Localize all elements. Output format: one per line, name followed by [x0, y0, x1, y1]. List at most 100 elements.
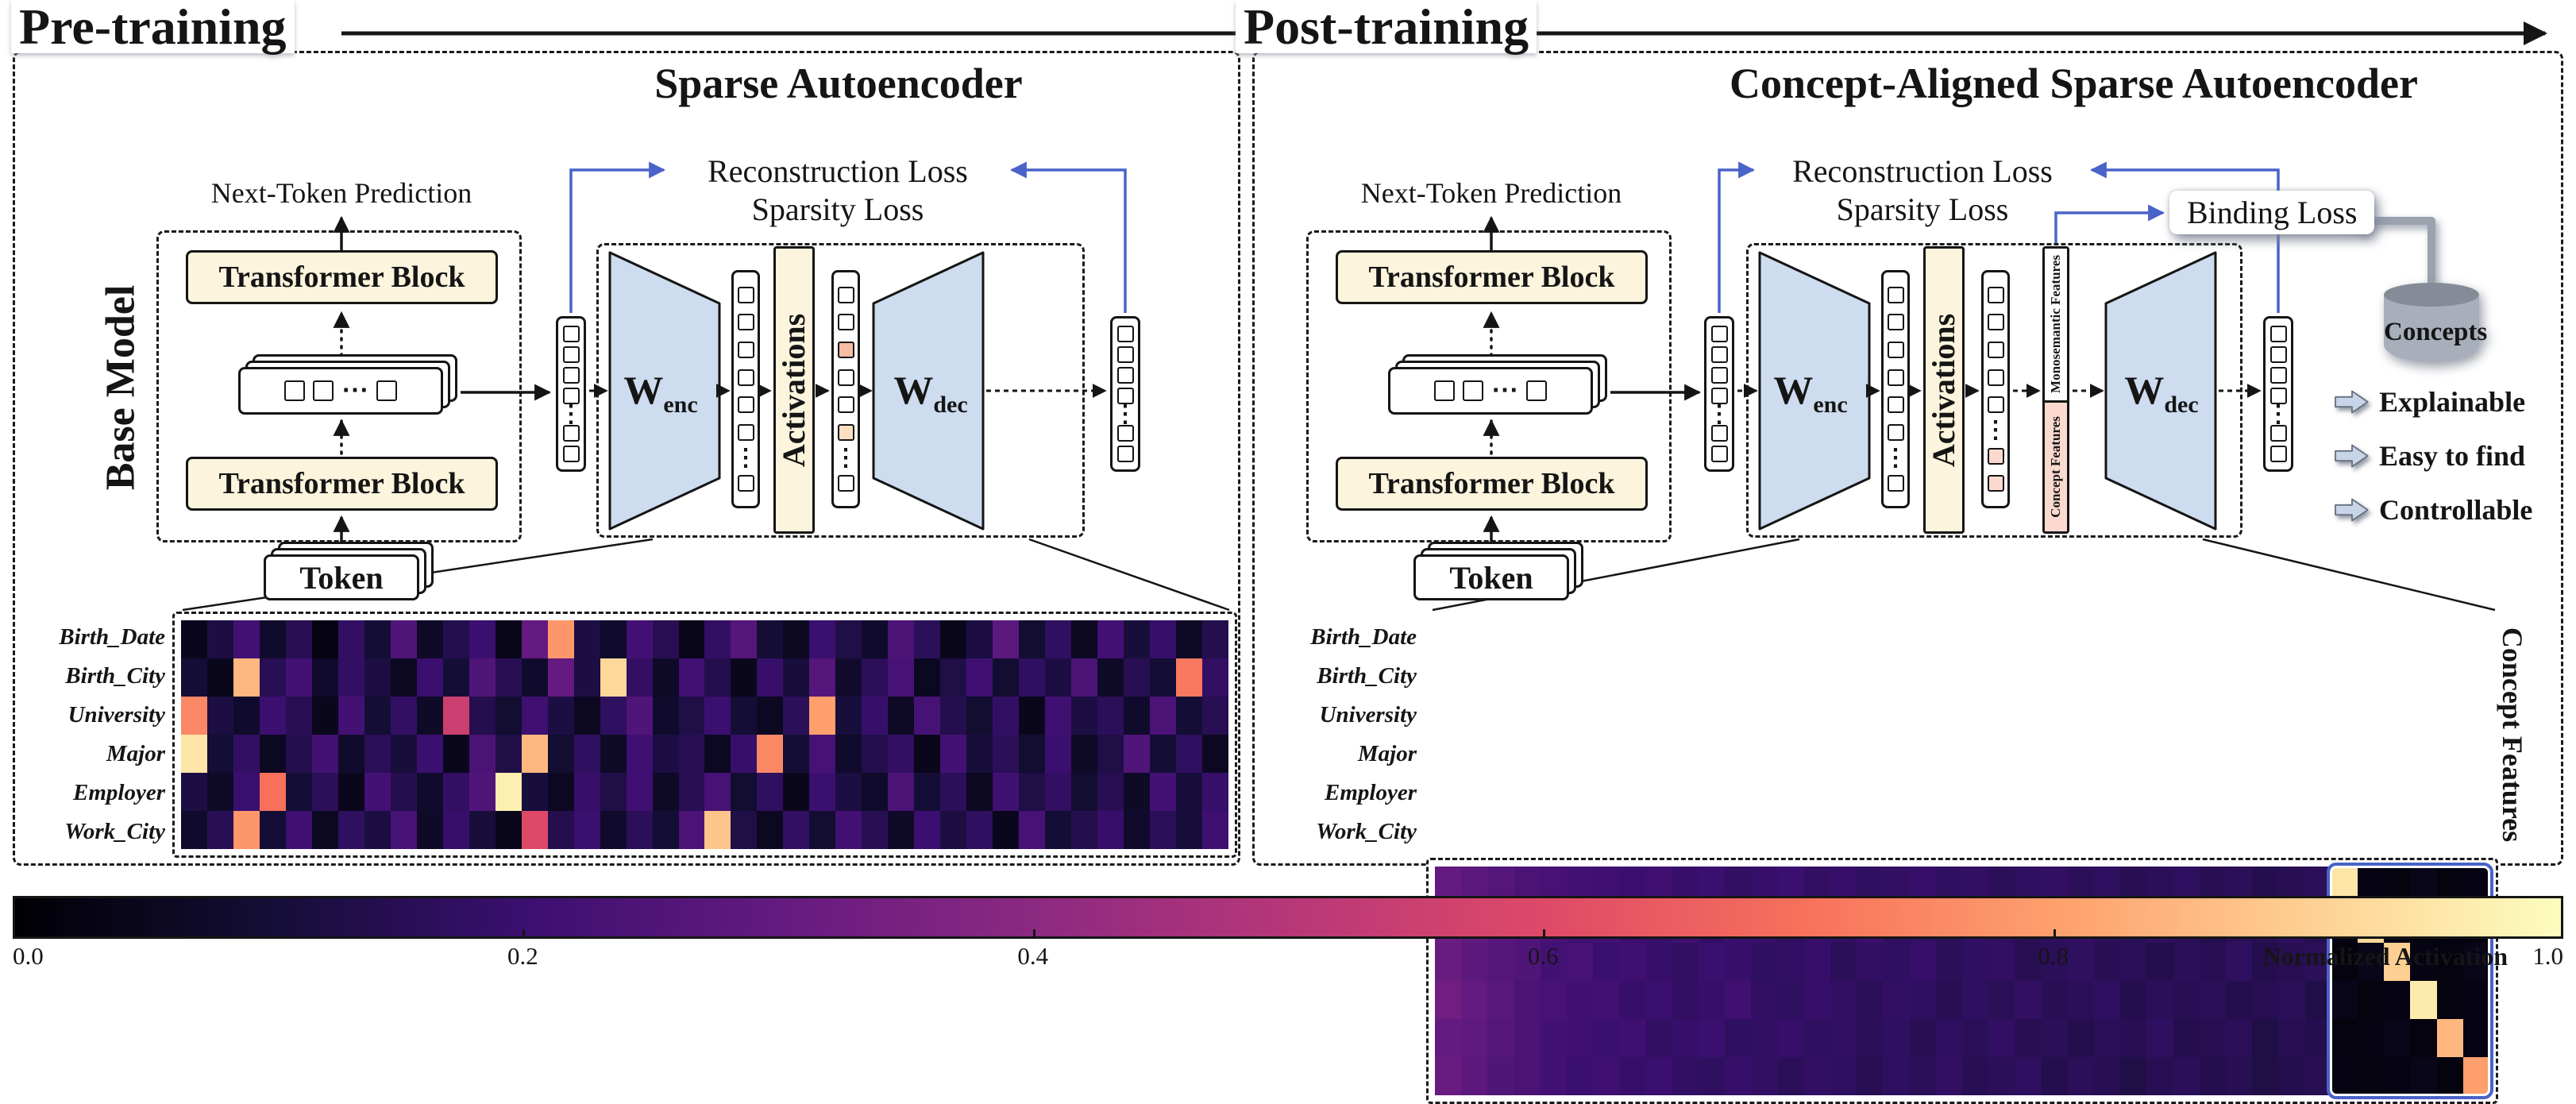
heatmap-cell: [337, 735, 364, 773]
heatmap-cell: [731, 773, 758, 811]
heatmap-cell: [966, 697, 993, 735]
heatmap-cell: [390, 620, 417, 658]
heatmap-cell: [652, 620, 679, 658]
vector-cell: [837, 396, 854, 414]
heatmap-cell: [2041, 1019, 2068, 1057]
heatmap-cell: [390, 735, 417, 773]
heatmap-cell: [2199, 1019, 2226, 1057]
heatmap-cell: [626, 620, 653, 658]
sparsity-loss-right: Sparsity Loss: [1836, 191, 2009, 227]
heatmap-cell: [181, 773, 207, 811]
heatmap-cell: [181, 658, 207, 697]
heatmap-cell: [888, 620, 915, 658]
heatmap-cell: [1540, 1057, 1567, 1095]
heatmap-cell: [390, 697, 417, 735]
heatmap-cell: [2015, 1057, 2042, 1095]
vector-cell: [737, 286, 754, 303]
vector-cell: [737, 396, 754, 414]
heatmap-cell: [1909, 1019, 1936, 1057]
sparsity-loss-left: Sparsity Loss: [751, 191, 924, 227]
colorbar-tick: 0.8: [2038, 942, 2069, 970]
heatmap-cell: [1699, 981, 1726, 1019]
vector-cell: [737, 341, 754, 358]
heatmap-cell: [993, 697, 1020, 735]
vector-cell: [1526, 380, 1547, 401]
heatmap-cell: [888, 811, 915, 849]
vector-cell: [2269, 346, 2287, 363]
cylinder-top: [2384, 283, 2479, 307]
vector-cell: [2269, 326, 2287, 342]
heatmap-cell: [1567, 1057, 1594, 1095]
heatmap-cell: [1461, 1019, 1488, 1057]
heatmap-cell: [2094, 1057, 2121, 1095]
heatmap-cell: [521, 735, 548, 773]
heatmap-cell: [547, 658, 574, 697]
heatmap-cell: [573, 658, 600, 697]
heatmap-cell: [1202, 773, 1228, 811]
heatmap-cell: [364, 658, 391, 697]
benefit-easy-to-find: Easy to find: [2335, 439, 2525, 473]
sae-hidden-vector-right-2: ⋮: [1981, 270, 2010, 508]
colorbar-ticks: 0.0 0.2 0.4 0.6 0.8 1.0: [13, 942, 2563, 970]
heatmap-cell: [704, 697, 731, 735]
heatmap-cell: [311, 658, 338, 697]
heatmap-cell: [862, 620, 889, 658]
heatmap-cell: [1071, 658, 1098, 697]
heatmap-cell: [233, 811, 260, 849]
heatmap-cell: [1097, 620, 1124, 658]
heatmap-cell: [1935, 1057, 1962, 1095]
vector-cell: [1116, 425, 1134, 442]
vector-cell: [1710, 446, 1728, 462]
heatmap-cell: [1935, 1019, 1962, 1057]
heatmap-cell: [337, 658, 364, 697]
vector-cell: [737, 314, 754, 331]
heatmap-cell: [1045, 735, 1072, 773]
heatmap-cell: [337, 620, 364, 658]
heatmap-cell: [731, 620, 758, 658]
heatmap-cell: [940, 811, 967, 849]
heatmap-cell: [416, 735, 443, 773]
heatmap-cell: [259, 811, 286, 849]
heatmap-cell: [1176, 658, 1203, 697]
heatmap-cell: [1019, 773, 1046, 811]
dec-subscript: dec: [933, 392, 968, 418]
heatmap-cell: [1830, 1019, 1857, 1057]
next-token-prediction-left: Next-Token Prediction: [210, 177, 472, 209]
heatmap-cell: [206, 697, 233, 735]
heatmap-cell: [914, 773, 941, 811]
heatmap-cell: [416, 811, 443, 849]
w-symbol: W: [623, 368, 664, 412]
heatmap-cell: [600, 620, 627, 658]
heatmap-cell: [835, 658, 862, 697]
next-token-prediction-right: Next-Token Prediction: [1360, 177, 1622, 209]
heatmap-cell: [2226, 1019, 2253, 1057]
heatmap-cell: [678, 811, 705, 849]
heatmap-cell: [1150, 735, 1177, 773]
heatmap-cell: [940, 697, 967, 735]
heatmap-cell: [573, 811, 600, 849]
heatmap-cell: [1150, 811, 1177, 849]
heatmap-cell: [1097, 697, 1124, 735]
heatmap-cell: [757, 735, 784, 773]
heatmap-cell: [1593, 981, 1620, 1019]
vector-cell: [1987, 314, 2004, 331]
vector-cell: [562, 446, 580, 462]
heatmap-cell: [731, 658, 758, 697]
vertical-ellipsis: ⋮: [1984, 416, 2007, 443]
reconstruction-loss-right: Reconstruction Loss: [1792, 153, 2053, 189]
heatmap-cell: [1514, 981, 1541, 1019]
heatmap-cell: [652, 697, 679, 735]
heatmap-cell: [416, 773, 443, 811]
transformer-block-top-right: Transformer Block: [1336, 250, 1648, 304]
heatmap-cell: [495, 620, 522, 658]
activations-box-left: Activations: [773, 246, 815, 534]
heatmap-row-label: Birth_City: [1317, 663, 1417, 689]
transformer-block-bottom-left: Transformer Block: [186, 457, 498, 511]
heatmap-cell: [547, 620, 574, 658]
heatmap-row-label: Birth_Date: [59, 624, 165, 650]
heatmap-cell: [993, 620, 1020, 658]
heatmap-cell: [2067, 1057, 2094, 1095]
vector-cell: [2269, 425, 2287, 442]
vector-cell: [562, 346, 580, 363]
heatmap-cell: [1150, 697, 1177, 735]
